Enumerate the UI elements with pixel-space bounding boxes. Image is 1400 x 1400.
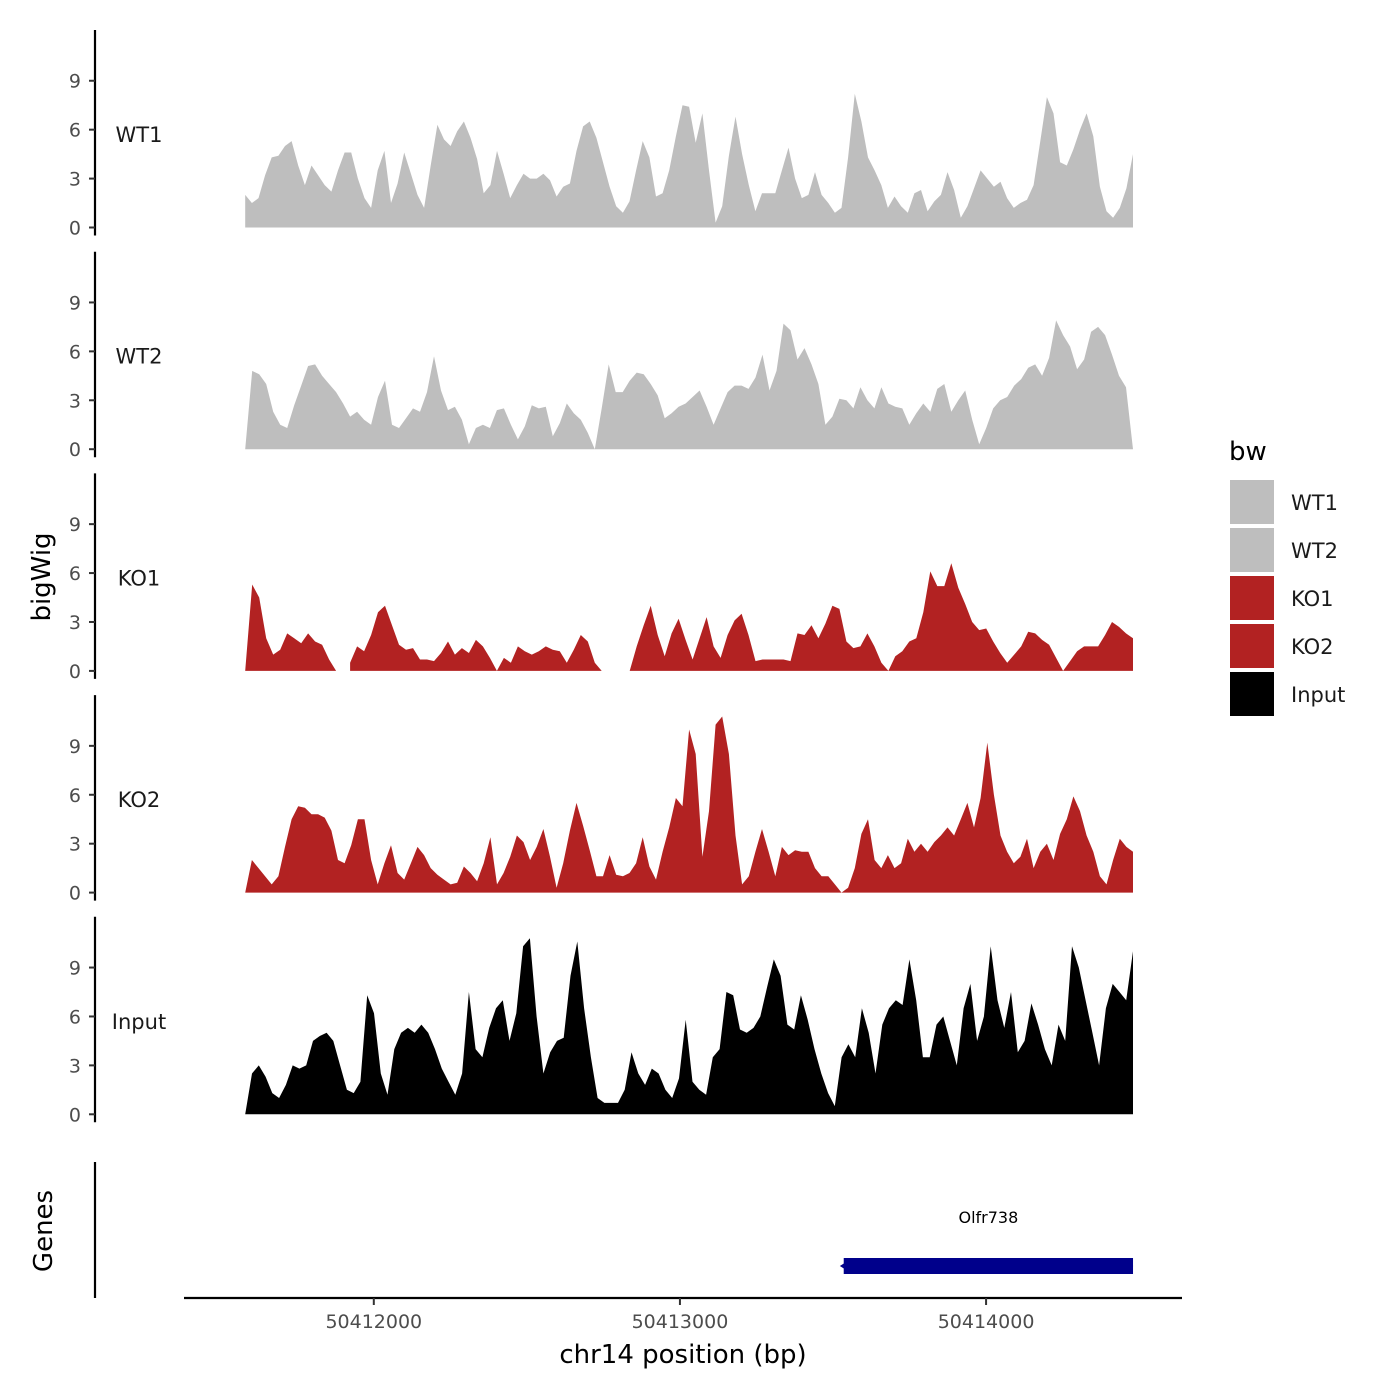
track-input: 0 3 6 9 Input (69, 916, 1133, 1126)
y-tick-label-wt2-0: 0 (69, 439, 81, 461)
y-tick-label-wt1-9: 9 (69, 71, 81, 93)
area-ko2 (245, 716, 1133, 893)
y-tick-label-input-6: 6 (69, 1006, 81, 1028)
legend-swatch-ko2 (1230, 624, 1274, 668)
y-tick-label-ko2-9: 9 (69, 736, 81, 758)
legend-label-input: Input (1291, 683, 1345, 707)
y-tick-label-wt2-6: 6 (69, 341, 81, 363)
y-tick-label-wt2-3: 3 (69, 390, 81, 412)
track-wt2: 0 3 6 9 WT2 (69, 251, 1133, 461)
x-axis: 50412000 50413000 50414000 chr14 position … (184, 1296, 1182, 1370)
area-wt2 (245, 320, 1133, 450)
legend-label-wt1: WT1 (1291, 491, 1338, 515)
y-tick-label-input-3: 3 (69, 1055, 81, 1077)
legend-swatch-wt1 (1230, 480, 1274, 524)
x-tick-label-50413000: 50413000 (632, 1311, 729, 1333)
genes-panel: Genes Olfr738 (29, 1162, 1134, 1298)
y-tick-label-ko1-6: 6 (69, 563, 81, 585)
y-tick-label-ko1-0: 0 (69, 661, 81, 683)
y-tick-label-wt1-6: 6 (69, 120, 81, 142)
genes-panel-title: Genes (29, 1190, 59, 1272)
track-label-ko2: KO2 (118, 788, 161, 812)
track-ko2: 0 3 6 9 KO2 (69, 695, 1133, 905)
legend-items: WT1 WT2 KO1 KO2 Input (1230, 480, 1345, 716)
legend-label-wt2: WT2 (1291, 539, 1338, 563)
signal-tracks: 0 3 6 9 WT1 0 3 6 9 WT2 0 3 6 9 KO1 0 3 6 9 KO2 0 3 6 9 Input (69, 30, 1133, 1126)
y-tick-label-ko1-9: 9 (69, 514, 81, 536)
area-input (245, 938, 1133, 1115)
gene-label-olfr738: Olfr738 (958, 1208, 1018, 1227)
legend-swatch-input (1230, 672, 1274, 716)
track-label-input: Input (112, 1010, 166, 1034)
x-tick-label-50414000: 50414000 (938, 1311, 1035, 1333)
legend-title: bw (1229, 437, 1267, 467)
y-tick-label-ko2-0: 0 (69, 883, 81, 905)
x-axis-title: chr14 position (bp) (559, 1340, 806, 1370)
y-tick-label-wt2-9: 9 (69, 292, 81, 314)
y-axis-title: bigWig (27, 532, 57, 621)
gene-models: Olfr738 (839, 1208, 1134, 1274)
gene-strand-arrow-olfr738 (839, 1260, 851, 1272)
legend-swatch-ko1 (1230, 576, 1274, 620)
y-tick-label-ko1-3: 3 (69, 612, 81, 634)
legend-label-ko2: KO2 (1291, 635, 1334, 659)
y-tick-label-input-0: 0 (69, 1104, 81, 1126)
area-wt1 (245, 93, 1133, 228)
y-tick-label-wt1-3: 3 (69, 169, 81, 191)
area-ko1-segment-3 (629, 563, 1133, 671)
x-tick-label-50412000: 50412000 (325, 1311, 422, 1333)
x-axis-ticks: 50412000 50413000 50414000 (325, 1298, 1034, 1333)
legend-label-ko1: KO1 (1291, 587, 1334, 611)
y-tick-label-ko2-3: 3 (69, 834, 81, 856)
legend-swatch-wt2 (1230, 528, 1274, 572)
track-label-wt2: WT2 (116, 345, 163, 369)
area-ko1-segment-1 (245, 584, 337, 671)
track-label-ko1: KO1 (118, 566, 161, 590)
area-ko1-segment-2 (350, 605, 602, 671)
y-tick-label-wt1-0: 0 (69, 218, 81, 240)
track-ko1: 0 3 6 9 KO1 (69, 473, 1133, 683)
y-tick-label-ko2-6: 6 (69, 785, 81, 807)
gene-exon-olfr738 (843, 1258, 1134, 1274)
legend: bw WT1 WT2 KO1 KO2 Input (1229, 437, 1345, 716)
y-tick-label-input-9: 9 (69, 958, 81, 980)
track-label-wt1: WT1 (116, 123, 163, 147)
track-wt1: 0 3 6 9 WT1 (69, 30, 1133, 240)
